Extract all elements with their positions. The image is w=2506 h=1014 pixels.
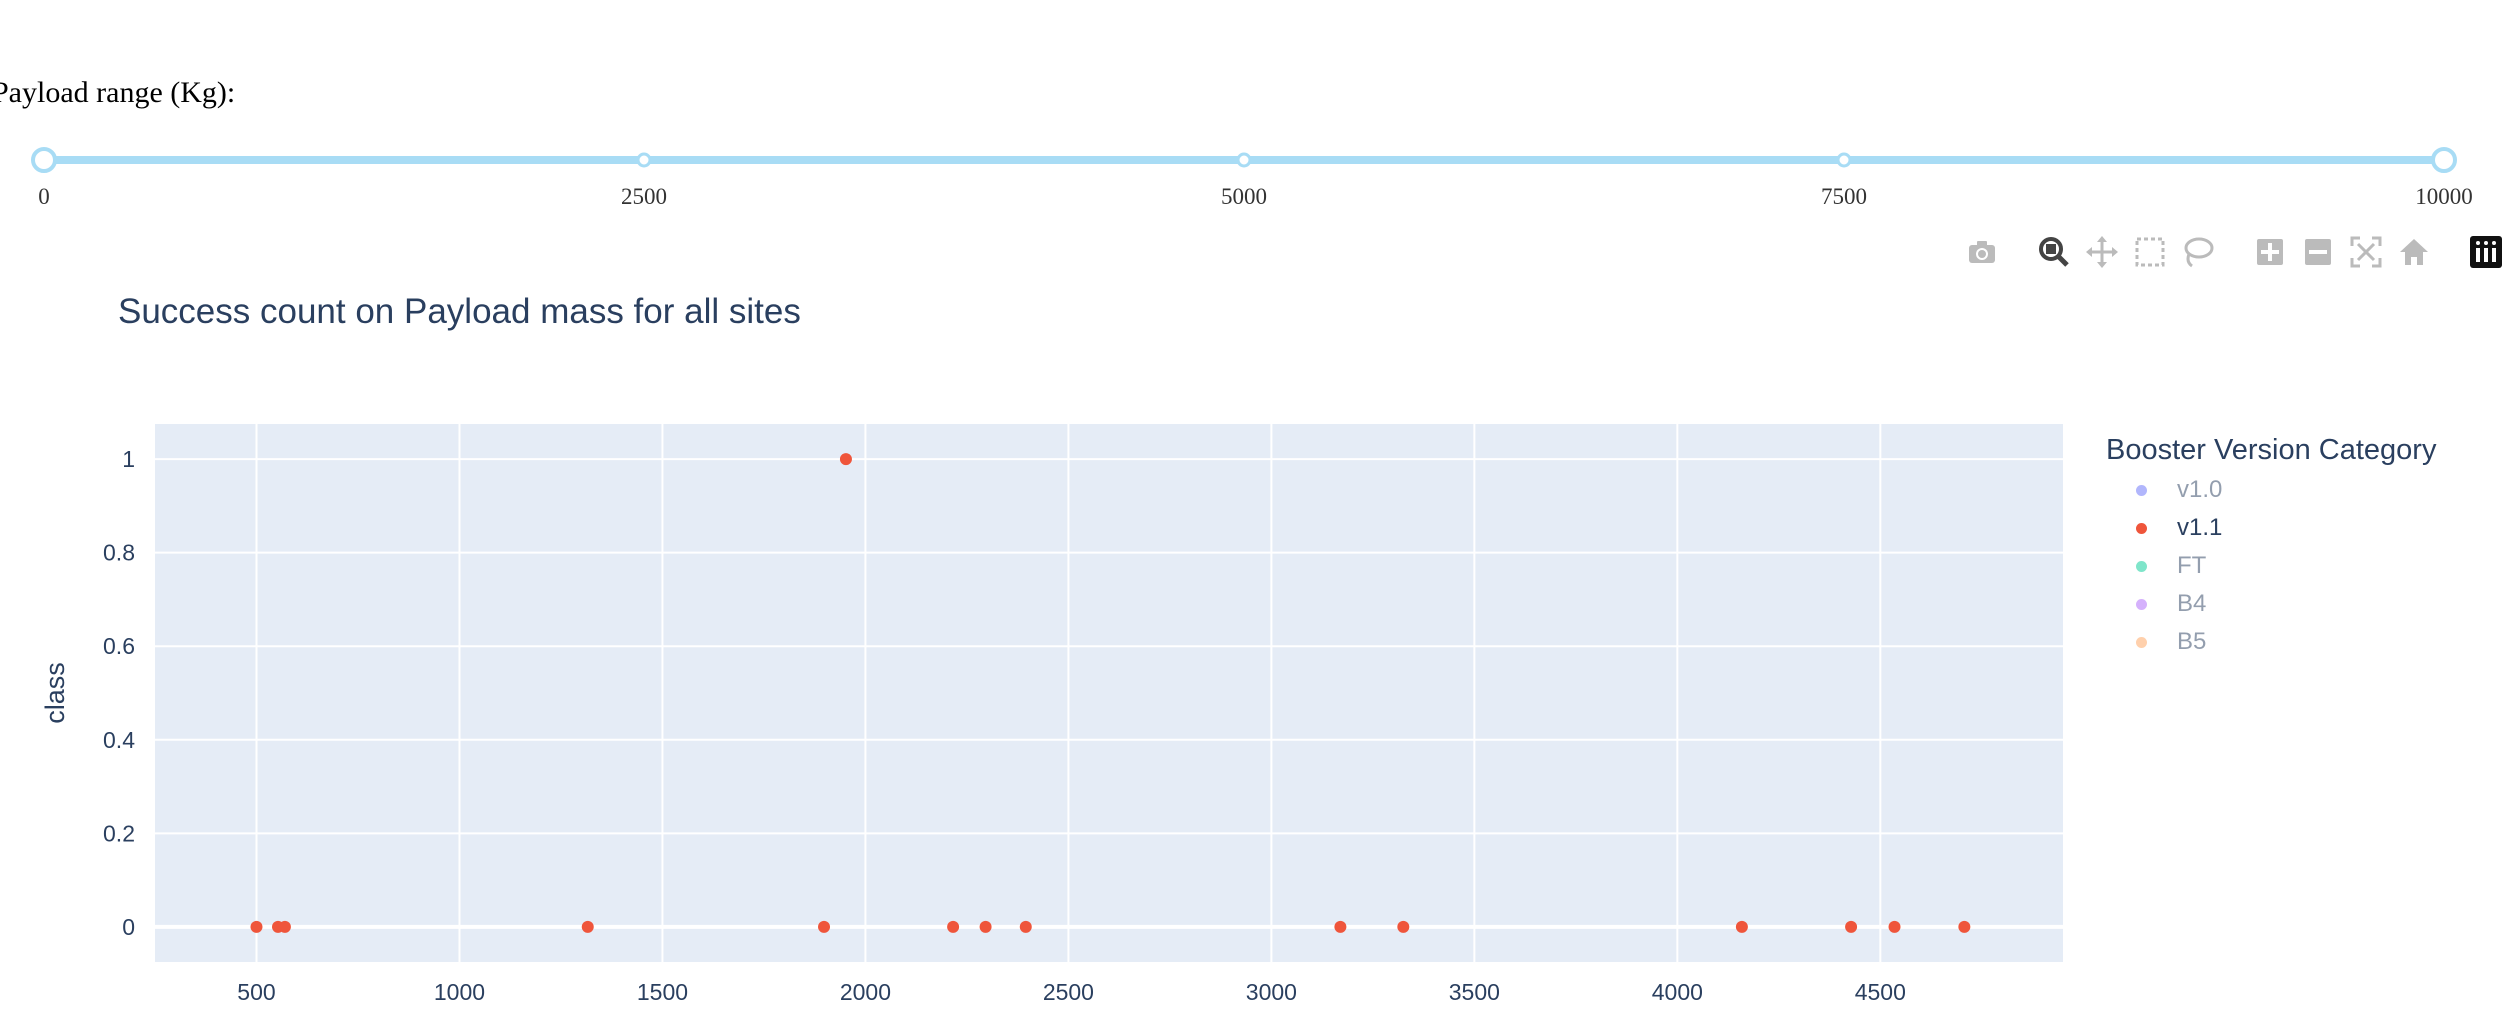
y-tick-label: 0: [122, 914, 135, 940]
legend-label: B4: [2177, 590, 2207, 617]
data-point-v1-1[interactable]: [839, 453, 852, 466]
slider-handle-low[interactable]: [31, 147, 57, 173]
slider-mark-label: 10000: [2415, 184, 2473, 209]
legend-marker-icon: [2136, 522, 2147, 534]
reset-axes-button[interactable]: [2394, 232, 2434, 272]
box-select-icon: [2135, 237, 2165, 267]
data-point-v1-1[interactable]: [1019, 920, 1032, 933]
x-tick-label: 500: [237, 979, 275, 1005]
data-point-v1-1[interactable]: [818, 920, 831, 933]
data-point-v1-1[interactable]: [1888, 920, 1901, 933]
x-tick-label: 2000: [840, 979, 891, 1005]
zoom-out-icon: [2305, 239, 2331, 265]
autoscale-icon: [2350, 236, 2382, 268]
legend-marker-icon: [2136, 560, 2147, 572]
y-tick-label: 0.2: [103, 820, 135, 846]
legend-marker-icon: [2136, 484, 2147, 496]
camera-button[interactable]: [1962, 232, 2002, 272]
y-tick-label: 1: [122, 446, 135, 472]
chart-title: Success count on Payload mass for all si…: [118, 292, 801, 331]
x-tick-label: 2500: [1043, 979, 1094, 1005]
x-tick-label: 4000: [1652, 979, 1703, 1005]
pan-button[interactable]: [2082, 232, 2122, 272]
x-tick-label: 4500: [1855, 979, 1906, 1005]
legend-item-ft[interactable]: FT: [2106, 547, 2436, 585]
data-point-v1-1[interactable]: [1845, 920, 1858, 933]
data-point-v1-1[interactable]: [1958, 920, 1971, 933]
data-point-v1-1[interactable]: [1334, 920, 1347, 933]
data-point-v1-1[interactable]: [1735, 920, 1748, 933]
y-axis-title: class: [40, 662, 70, 724]
plotly-logo-button[interactable]: [2466, 232, 2506, 272]
zoom-button[interactable]: [2034, 232, 2074, 272]
plotly-logo-icon: [2470, 236, 2502, 268]
reset-axes-icon: [2400, 239, 2428, 265]
legend: Booster Version Category v1.0 v1.1 FT B4 B5: [2106, 434, 2436, 661]
scatter-plot[interactable]: 500 1000 1500 2000 2500 3000 3500 4000 4500 0 0.2 0…: [0, 380, 2506, 1014]
data-point-v1-1[interactable]: [979, 920, 992, 933]
slider-mark-dot: [636, 152, 652, 168]
y-tick-label: 0.6: [103, 633, 135, 659]
autoscale-button[interactable]: [2346, 232, 2386, 272]
legend-marker-icon: [2136, 636, 2147, 648]
x-tick-label: 3500: [1449, 979, 1500, 1005]
legend-item-b4[interactable]: B4: [2106, 585, 2436, 623]
payload-range-slider[interactable]: 0 2500 5000 7500 10000: [0, 140, 2506, 220]
zoom-in-button[interactable]: [2250, 232, 2290, 272]
slider-mark-label: 5000: [1221, 184, 1267, 209]
lasso-icon: [2184, 237, 2214, 268]
lasso-button[interactable]: [2178, 232, 2218, 272]
legend-item-v1-1[interactable]: v1.1: [2106, 509, 2436, 547]
slider-mark-dot: [1236, 152, 1252, 168]
payload-range-label: Payload range (Kg):: [0, 76, 236, 109]
legend-label: v1.1: [2177, 514, 2223, 541]
x-tick-label: 1000: [434, 979, 485, 1005]
legend-label: FT: [2177, 552, 2207, 579]
zoom-icon: [2039, 237, 2069, 267]
data-point-v1-1[interactable]: [581, 920, 594, 933]
legend-item-b5[interactable]: B5: [2106, 623, 2436, 661]
x-tick-label: 3000: [1246, 979, 1297, 1005]
plot-modebar: [1954, 232, 2506, 272]
zoom-in-icon: [2257, 239, 2283, 265]
legend-label: B5: [2177, 628, 2207, 655]
data-point-v1-1[interactable]: [947, 920, 960, 933]
zoom-out-button[interactable]: [2298, 232, 2338, 272]
camera-icon: [1969, 241, 1995, 263]
slider-mark-dot: [1836, 152, 1852, 168]
legend-marker-icon: [2136, 598, 2147, 610]
y-tick-label: 0.4: [103, 727, 135, 753]
slider-mark-label: 2500: [621, 184, 667, 209]
legend-title: Booster Version Category: [2106, 434, 2437, 466]
data-point-v1-1[interactable]: [250, 920, 263, 933]
x-tick-label: 1500: [637, 979, 688, 1005]
box-select-button[interactable]: [2130, 232, 2170, 272]
legend-item-v1-0[interactable]: v1.0: [2106, 471, 2436, 509]
slider-mark-label: 0: [38, 184, 50, 209]
data-point-v1-1[interactable]: [1397, 920, 1410, 933]
slider-handle-high[interactable]: [2431, 147, 2457, 173]
pan-icon: [2086, 236, 2118, 268]
data-point-v1-1[interactable]: [278, 920, 291, 933]
y-tick-label: 0.8: [103, 540, 135, 566]
plot-area[interactable]: [155, 424, 2063, 962]
slider-mark-label: 7500: [1821, 184, 1867, 209]
legend-label: v1.0: [2177, 476, 2223, 503]
